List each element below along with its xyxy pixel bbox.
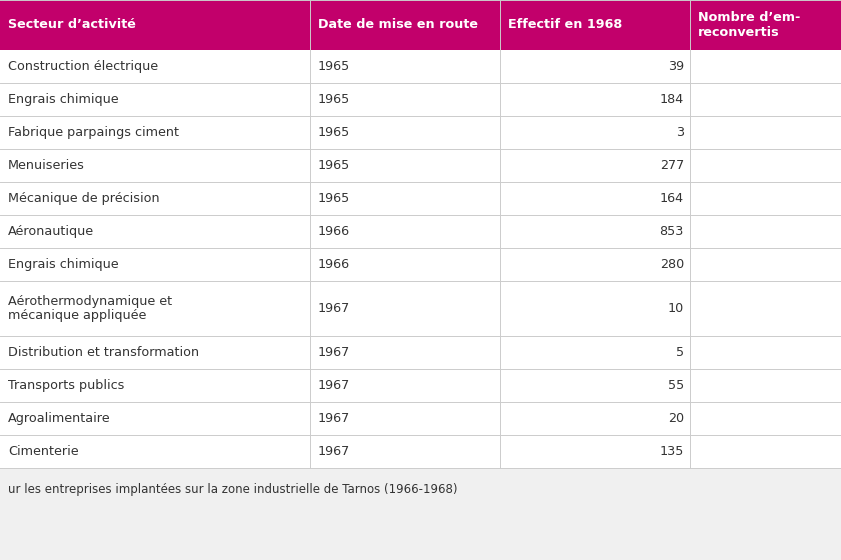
Text: Distribution et transformation: Distribution et transformation	[8, 346, 199, 359]
Text: 164: 164	[660, 192, 684, 205]
Text: Transports publics: Transports publics	[8, 379, 124, 392]
Text: 135: 135	[659, 445, 684, 458]
Text: 184: 184	[659, 93, 684, 106]
Text: 280: 280	[659, 258, 684, 271]
Text: 55: 55	[668, 379, 684, 392]
Text: 1967: 1967	[318, 346, 350, 359]
Text: Menuiseries: Menuiseries	[8, 159, 85, 172]
Text: Engrais chimique: Engrais chimique	[8, 258, 119, 271]
Text: 1965: 1965	[318, 159, 350, 172]
Text: 1967: 1967	[318, 445, 350, 458]
Text: Fabrique parpaings ciment: Fabrique parpaings ciment	[8, 126, 179, 139]
Text: 20: 20	[668, 412, 684, 425]
Text: Secteur d’activité: Secteur d’activité	[8, 18, 136, 31]
Text: Nombre d’em-
reconvertis: Nombre d’em- reconvertis	[698, 11, 801, 39]
Text: 1965: 1965	[318, 192, 350, 205]
Text: 853: 853	[659, 225, 684, 238]
Text: Aérothermodynamique et
mécanique appliquée: Aérothermodynamique et mécanique appliqu…	[8, 295, 172, 323]
Text: 1965: 1965	[318, 93, 350, 106]
Text: 1966: 1966	[318, 225, 350, 238]
Bar	[0, 0, 841, 468]
Text: 10: 10	[668, 302, 684, 315]
Bar	[0, 0, 841, 50]
Text: 3: 3	[676, 126, 684, 139]
Text: Construction électrique: Construction électrique	[8, 60, 158, 73]
Text: 1967: 1967	[318, 302, 350, 315]
Text: 277: 277	[659, 159, 684, 172]
Text: Mécanique de précision: Mécanique de précision	[8, 192, 160, 205]
Text: 1967: 1967	[318, 379, 350, 392]
Text: Date de mise en route: Date de mise en route	[318, 18, 478, 31]
Text: 1965: 1965	[318, 60, 350, 73]
Text: 1967: 1967	[318, 412, 350, 425]
Text: ur les entreprises implantées sur la zone industrielle de Tarnos (1966-1968): ur les entreprises implantées sur la zon…	[8, 483, 458, 496]
Text: Agroalimentaire: Agroalimentaire	[8, 412, 111, 425]
Text: Cimenterie: Cimenterie	[8, 445, 78, 458]
Text: 5: 5	[676, 346, 684, 359]
Text: Engrais chimique: Engrais chimique	[8, 93, 119, 106]
Text: 1965: 1965	[318, 126, 350, 139]
Text: 1966: 1966	[318, 258, 350, 271]
Text: 39: 39	[668, 60, 684, 73]
Text: Aéronautique: Aéronautique	[8, 225, 94, 238]
Text: Effectif en 1968: Effectif en 1968	[508, 18, 622, 31]
